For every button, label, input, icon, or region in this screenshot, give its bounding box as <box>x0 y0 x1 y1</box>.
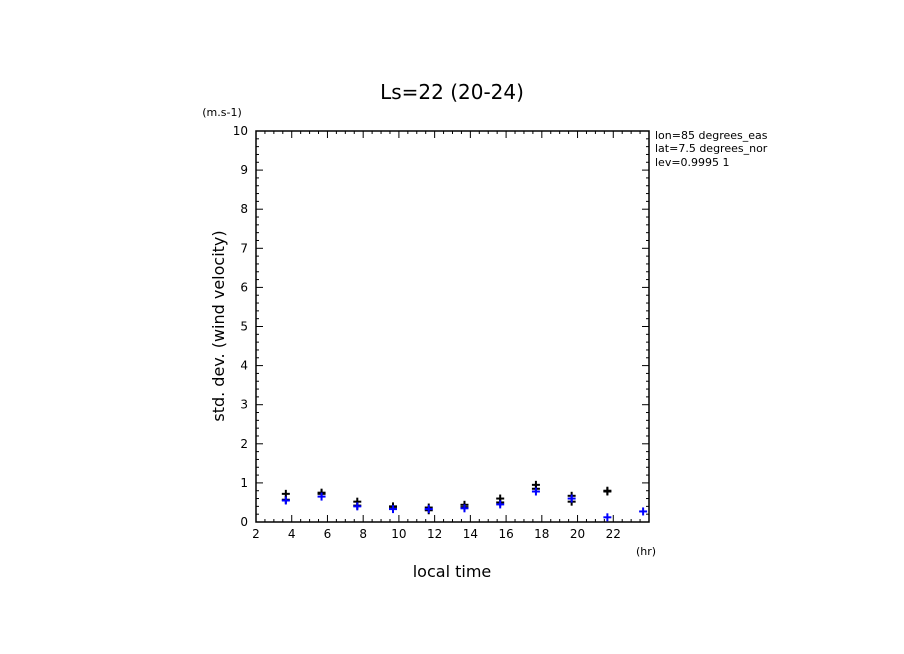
y-tick-label: 10 <box>233 124 248 138</box>
y-tick-label: 1 <box>240 476 248 490</box>
y-tick-label: 9 <box>240 163 248 177</box>
y-tick-label: 7 <box>240 241 248 255</box>
blue-data-point <box>567 494 576 503</box>
black-data-point <box>603 487 612 496</box>
blue-data-point <box>639 507 648 516</box>
x-tick-label: 10 <box>391 527 406 541</box>
blue-data-point <box>603 513 612 522</box>
blue-data-point <box>281 496 290 505</box>
y-axis-label: std. dev. (wind velocity) <box>209 230 228 421</box>
blue-data-point <box>531 487 540 496</box>
y-unit-label: (m.s-1) <box>202 106 242 119</box>
y-tick-label: 8 <box>240 202 248 216</box>
x-tick-label: 18 <box>534 527 549 541</box>
blue-data-point <box>353 502 362 511</box>
x-unit-label: (hr) <box>636 545 656 558</box>
annotation-lon: lon=85 degrees_eas <box>655 129 768 142</box>
annotation-lat: lat=7.5 degrees_nor <box>655 142 768 155</box>
blue-data-point <box>460 504 469 513</box>
x-tick-label: 14 <box>463 527 478 541</box>
annotation-lev: lev=0.9995 1 <box>655 156 730 169</box>
x-tick-label: 20 <box>570 527 585 541</box>
blue-data-point <box>424 505 433 514</box>
blue-data-point <box>389 505 398 514</box>
blue-data-point <box>496 500 505 509</box>
y-tick-label: 0 <box>240 515 248 529</box>
y-tick-label: 6 <box>240 280 248 294</box>
x-tick-label: 4 <box>288 527 296 541</box>
plot-marks <box>281 480 648 522</box>
chart-title: Ls=22 (20-24) <box>380 80 524 104</box>
x-tick-label: 16 <box>498 527 513 541</box>
y-tick-label: 3 <box>240 398 248 412</box>
y-tick-label: 2 <box>240 437 248 451</box>
x-tick-label: 8 <box>359 527 367 541</box>
blue-data-point <box>317 492 326 501</box>
y-tick-label: 4 <box>240 359 248 373</box>
x-tick-label: 12 <box>427 527 442 541</box>
y-tick-label: 5 <box>240 320 248 334</box>
x-tick-label: 6 <box>324 527 332 541</box>
x-axis-label: local time <box>413 562 492 581</box>
x-tick-label: 22 <box>606 527 621 541</box>
x-tick-label: 2 <box>252 527 260 541</box>
plot-frame <box>255 130 650 523</box>
